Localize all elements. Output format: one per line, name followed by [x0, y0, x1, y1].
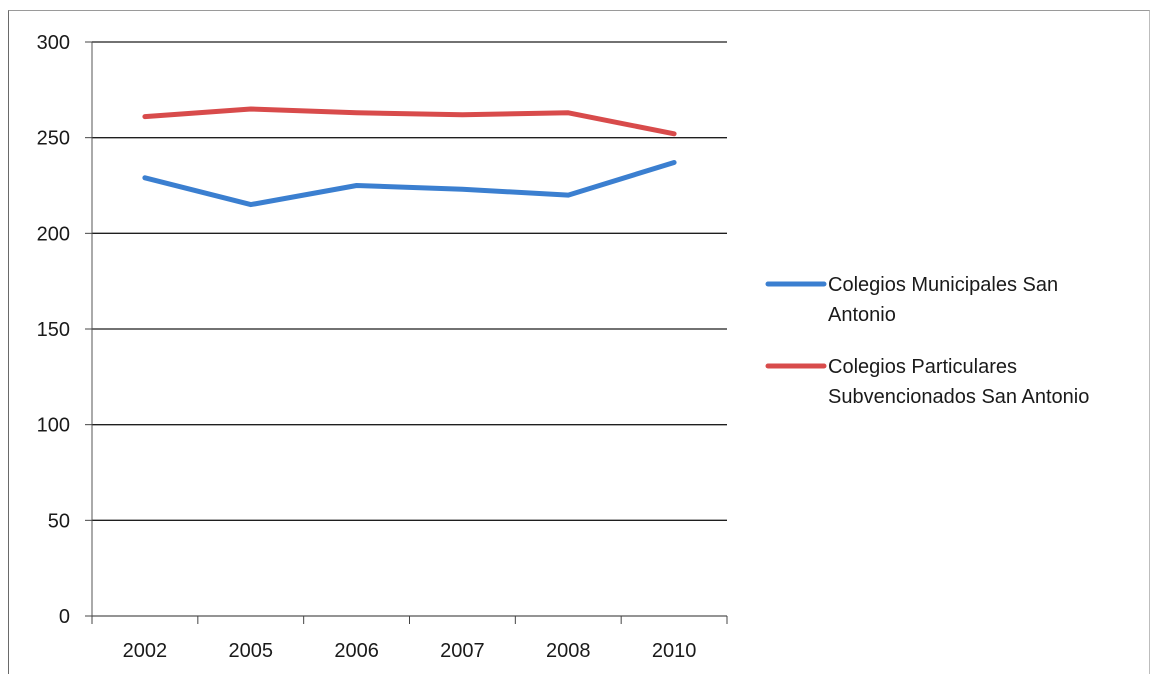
y-tick-label-50: 50	[48, 510, 70, 532]
series-line-1	[142, 160, 677, 208]
y-tick-label-250: 250	[37, 128, 70, 150]
x-tick-label-2007: 2007	[440, 640, 485, 662]
legend: Colegios Municipales San Antonio Colegios …	[765, 274, 1089, 408]
y-tick-label-100: 100	[37, 415, 70, 437]
x-axis-ticks: 2002 2005 2006 2007 2008 2010	[91, 616, 728, 662]
legend-label-2-line-2: Subvencionados San Antonio	[828, 386, 1089, 408]
chart-frame	[8, 10, 1150, 674]
gridlines	[92, 41, 727, 521]
y-tick-label-0: 0	[59, 606, 70, 628]
x-tick-label-2010: 2010	[652, 640, 697, 662]
series-lines	[142, 106, 677, 208]
y-tick-label-300: 300	[37, 32, 70, 54]
x-tick-label-2006: 2006	[334, 640, 379, 662]
series-line-2	[142, 106, 677, 137]
y-axis-ticks: 0 50 100 150 200 250 300	[37, 32, 92, 628]
y-tick-label-150: 150	[37, 319, 70, 341]
x-tick-label-2002: 2002	[123, 640, 168, 662]
legend-label-1-line-1: Colegios Municipales San	[828, 274, 1058, 296]
x-tick-label-2008: 2008	[546, 640, 591, 662]
legend-label-1-line-2: Antonio	[828, 304, 896, 326]
y-tick-label-200: 200	[37, 223, 70, 245]
x-tick-label-2005: 2005	[229, 640, 274, 662]
legend-label-2-line-1: Colegios Particulares	[828, 356, 1017, 378]
